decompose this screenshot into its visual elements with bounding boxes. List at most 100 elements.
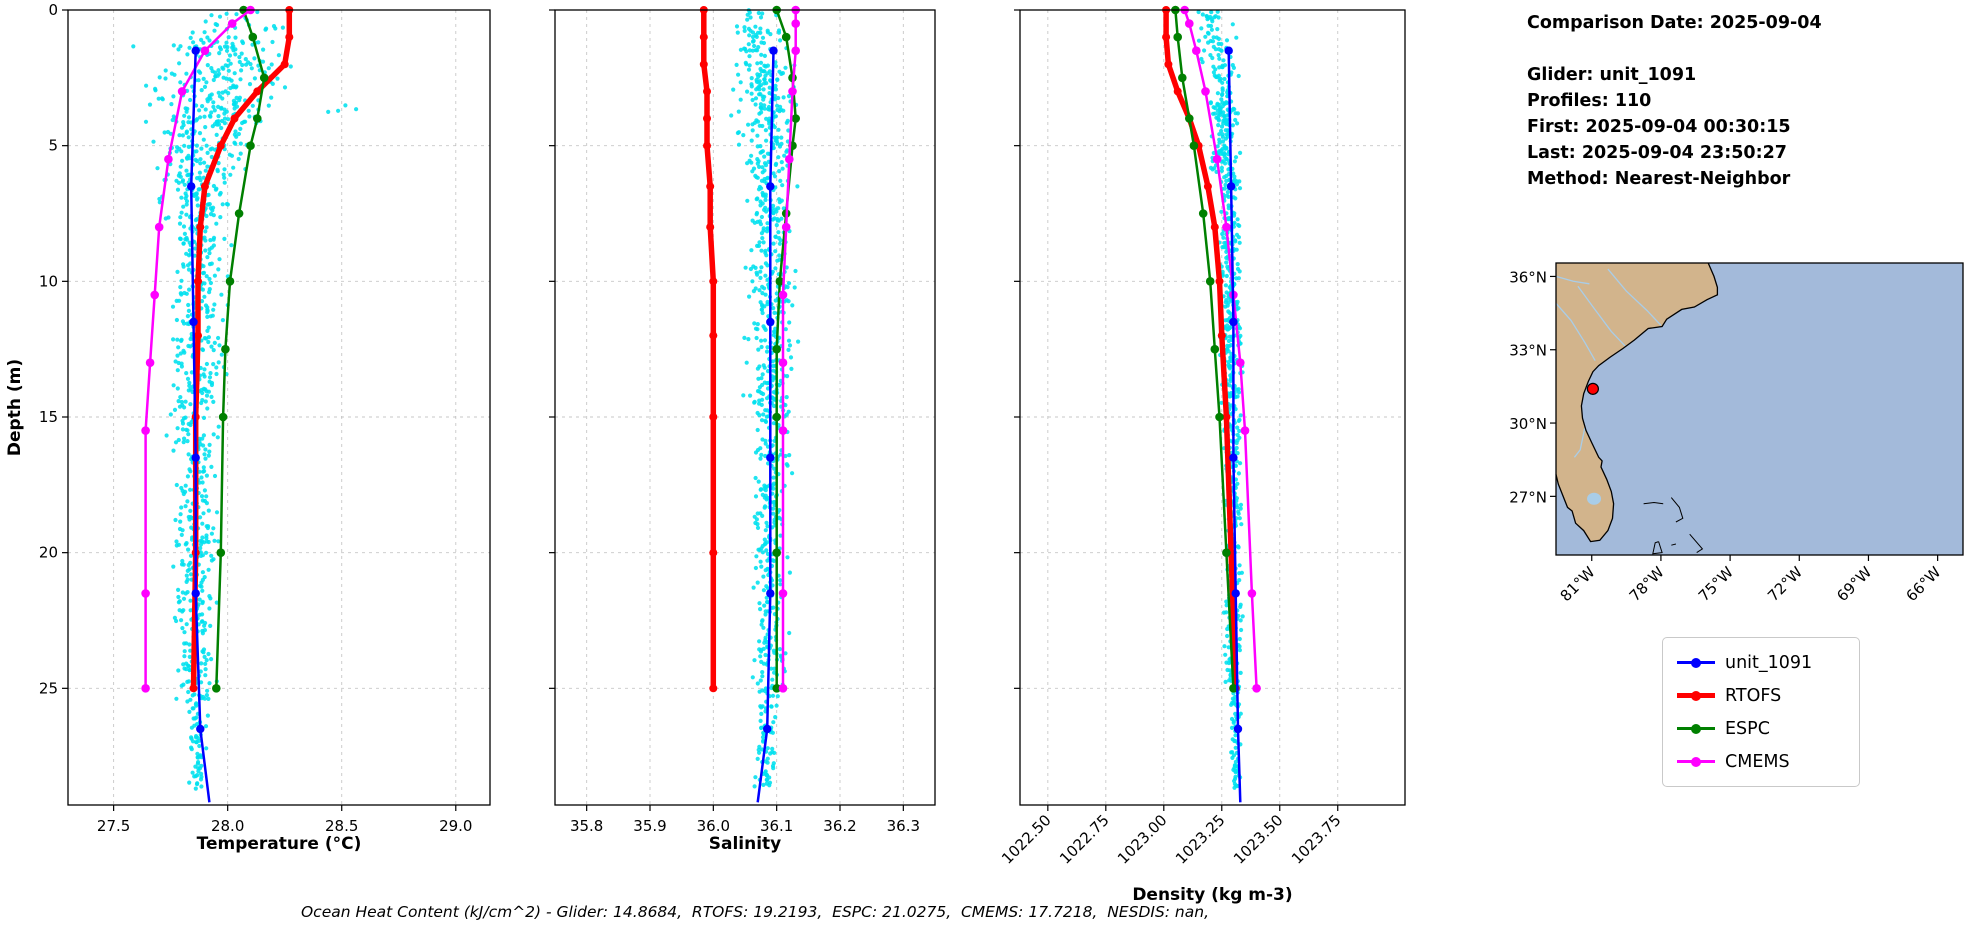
legend-dot-marker [1691,690,1701,701]
legend-line-sample [1677,690,1715,701]
map-river [1555,302,1596,362]
gridlines [555,9,935,805]
gridlines [68,9,490,805]
svg-text:Depth (m): Depth (m) [5,359,25,456]
legend-label: ESPC [1725,718,1770,739]
svg-text:33°N: 33°N [1509,342,1547,360]
svg-text:25: 25 [39,679,58,697]
series-ESPC [212,5,269,693]
panel-frame [67,9,491,806]
series-ESPC [1171,5,1238,693]
legend-line-sample [1677,756,1715,767]
svg-text:35.8: 35.8 [570,817,603,835]
glider-location-marker [1586,382,1599,395]
panel-frame [554,9,936,806]
svg-text:28.5: 28.5 [325,817,358,835]
svg-text:1023.75: 1023.75 [1288,811,1345,868]
legend-dot-marker [1691,657,1701,668]
svg-text:1023.25: 1023.25 [1172,811,1229,868]
svg-text:5: 5 [48,137,58,155]
density-panel: 1022.50 1022.75 1023.00 1023.25 1023.50 1023.… [998,5,1406,905]
svg-text:10: 10 [39,272,58,290]
legend-label: CMEMS [1725,751,1790,772]
last-profile-time: Last: 2025-09-04 23:50:27 [1527,143,1787,163]
svg-text:30°N: 30°N [1509,415,1547,433]
ocean-heat-content-note: Ocean Heat Content (kJ/cm^2) - Glider: 1… [300,903,1210,921]
svg-text:1023.50: 1023.50 [1230,811,1287,868]
panel-frame [1019,9,1406,806]
svg-text:29.0: 29.0 [439,817,472,835]
map-land [1556,263,1718,542]
map-island-outline [1689,533,1704,554]
map-coastline [1555,262,1719,543]
svg-text:28.0: 28.0 [211,817,244,835]
series-unit_1091 [756,46,778,803]
map-island-outline [1643,501,1664,505]
svg-text:36°N: 36°N [1509,268,1547,286]
legend-line-sample [1677,723,1715,734]
svg-text:69°W: 69°W [1833,563,1875,605]
svg-text:27°N: 27°N [1509,488,1547,506]
interpolation-method: Method: Nearest-Neighbor [1527,169,1791,189]
svg-text:35.9: 35.9 [633,817,666,835]
map-river [1577,285,1626,347]
temperature-panel: 27.5 28.0 28.5 29.0 0 5 10 15 20 25 Temperature (°… [5,1,491,854]
map-lake [1587,492,1602,505]
svg-text:36.0: 36.0 [697,817,730,835]
series-unit_1091 [1224,46,1243,803]
axis-ticks: 1022.50 1022.75 1023.00 1023.25 1023.50 1023.… [998,9,1345,868]
map-river [1555,275,1590,285]
svg-text:36.2: 36.2 [823,817,856,835]
svg-text:66°W: 66°W [1902,563,1944,605]
legend-label: RTOFS [1725,685,1782,706]
svg-text:Temperature (°C): Temperature (°C) [197,834,362,854]
map-frame [1555,262,1964,556]
legend-item-rtofs: RTOFS [1677,679,1859,712]
legend-line-sample [1677,657,1715,668]
series-CMEMS [141,5,255,693]
info-panel: Comparison Date: 2025-09-04 Glider: unit… [1527,10,1822,192]
axis-ticks: 35.8 35.9 36.0 36.1 36.2 36.3 [549,9,920,835]
svg-text:27.5: 27.5 [97,817,130,835]
legend-item-unit-1091: unit_1091 [1677,646,1859,679]
info-spacer [1527,36,1822,62]
map-island-outline [1670,497,1684,523]
glider-salinity-observations [729,8,801,789]
svg-text:72°W: 72°W [1764,563,1806,605]
svg-text:1023.00: 1023.00 [1114,811,1171,868]
svg-text:36.1: 36.1 [760,817,793,835]
legend-dot-marker [1691,756,1701,767]
legend-dot-marker [1691,723,1701,734]
map-island-outline [1652,541,1663,555]
svg-text:81°W: 81°W [1557,563,1599,605]
series-CMEMS [778,5,800,693]
svg-text:36.3: 36.3 [887,817,920,835]
svg-text:0: 0 [48,1,58,19]
series-unit_1091 [187,46,211,803]
map-river [1573,427,1586,458]
svg-text:20: 20 [39,544,58,562]
svg-text:78°W: 78°W [1626,563,1668,605]
svg-text:1022.75: 1022.75 [1056,811,1113,868]
location-map: 36°N 33°N 30°N 27°N 81°W 78°W 75°W 72°W 69°W 66°W [1509,262,1964,605]
legend: unit_1091 RTOFS ESPC CMEMS [1662,637,1860,787]
svg-text:15: 15 [39,408,58,426]
glider-temperature-observations [131,8,359,791]
svg-text:75°W: 75°W [1695,563,1737,605]
svg-text:Salinity: Salinity [709,834,782,854]
legend-item-cmems: CMEMS [1677,745,1859,778]
series-CMEMS [1180,5,1261,693]
first-profile-time: First: 2025-09-04 00:30:15 [1527,117,1791,137]
salinity-panel: 35.8 35.9 36.0 36.1 36.2 36.3 Salinity [549,5,936,854]
svg-text:1022.50: 1022.50 [998,811,1055,868]
series-RTOFS [699,6,718,693]
glider-id: Glider: unit_1091 [1527,65,1697,85]
svg-text:Density (kg m-3): Density (kg m-3) [1132,885,1292,905]
profiles-count: Profiles: 110 [1527,91,1652,111]
comparison-date: Comparison Date: 2025-09-04 [1527,13,1822,33]
map-island-outline [1671,543,1677,546]
legend-label: unit_1091 [1725,652,1813,673]
axis-ticks: 27.5 28.0 28.5 29.0 0 5 10 15 20 25 [39,1,473,835]
